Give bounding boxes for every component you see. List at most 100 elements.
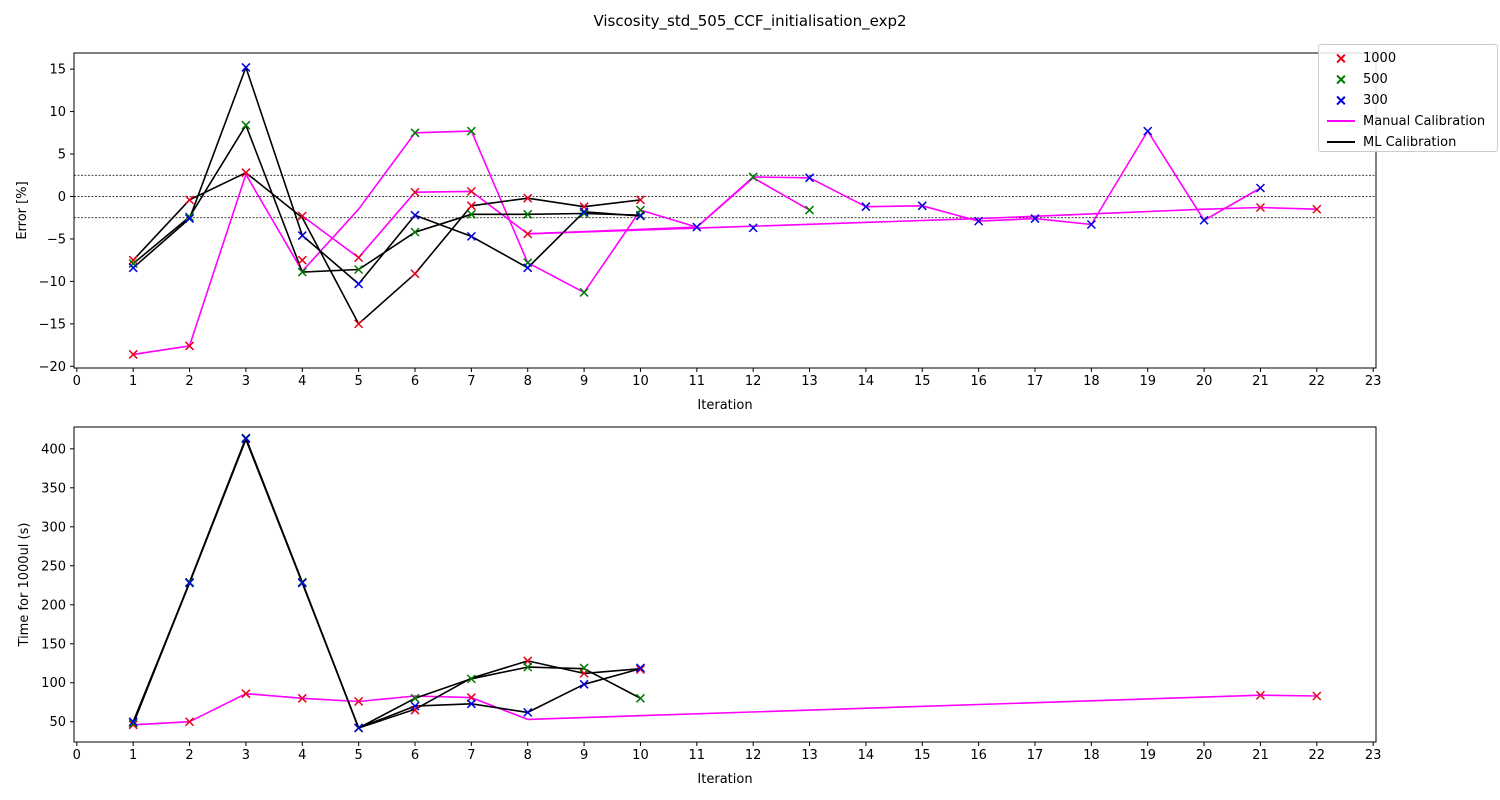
data-point [523, 662, 533, 672]
x-tick-label: 0 [73, 748, 81, 763]
y-tick-label: 0 [58, 190, 66, 205]
axes-frame [73, 52, 1377, 369]
x-tick-label: 7 [467, 748, 475, 763]
x-tick-label: 21 [1252, 748, 1269, 763]
data-point [466, 186, 476, 196]
x-tick-label: 3 [242, 748, 250, 763]
series-line [301, 130, 1205, 259]
data-point [635, 663, 645, 673]
y-tick-label: 50 [49, 715, 66, 730]
x-tick-label: 13 [801, 748, 818, 763]
data-point [128, 720, 138, 730]
x-tick-label: 12 [745, 748, 762, 763]
x-tick-label: 3 [242, 374, 250, 389]
series-line [132, 437, 641, 729]
x-tick-label: 10 [632, 748, 649, 763]
line-swatch-icon [1325, 111, 1355, 131]
data-point [354, 723, 364, 733]
data-point [410, 187, 420, 197]
data-point [523, 707, 533, 717]
data-point [185, 214, 195, 224]
data-point [1143, 126, 1153, 136]
x-tick-label: 18 [1083, 374, 1100, 389]
x-marker-icon [1325, 48, 1355, 68]
x-tick-label: 16 [970, 374, 987, 389]
x-tick-label: 15 [914, 374, 931, 389]
chart-panel-2: 0 1 2 3 4 5 6 7 8 9 10 11 12 13 14 15 16 17 18 19 20 21 22 2350… [17, 426, 1382, 787]
x-marker-icon [1325, 90, 1355, 110]
data-point [297, 578, 307, 588]
x-tick-label: 20 [1196, 748, 1213, 763]
data-point [128, 717, 138, 727]
x-tick-label: 6 [411, 374, 419, 389]
data-point [354, 264, 364, 275]
data-point [410, 227, 420, 237]
data-point [523, 263, 533, 273]
series-line [132, 124, 641, 273]
data-point [241, 168, 251, 178]
data-point [354, 279, 364, 289]
data-point [241, 62, 251, 72]
x-tick-label: 6 [411, 748, 419, 763]
y-tick-label: 350 [41, 481, 66, 496]
data-point [128, 718, 138, 728]
data-point [523, 193, 533, 203]
data-point [466, 231, 476, 241]
legend-label: 300 [1363, 92, 1388, 108]
x-tick-label: 20 [1196, 374, 1213, 389]
data-point [241, 120, 251, 130]
x-tick-label: 5 [354, 748, 362, 763]
y-axis-label: Error [%] [15, 181, 30, 239]
y-tick-label: 100 [41, 676, 66, 691]
x-tick-label: 11 [689, 374, 706, 389]
data-point [128, 259, 138, 269]
figure-title: Viscosity_std_505_CCF_initialisation_exp… [593, 12, 907, 30]
legend-item: 500 [1325, 69, 1388, 89]
x-axis-label: Iteration [697, 398, 752, 413]
series-line [132, 437, 641, 729]
x-tick-label: 18 [1083, 748, 1100, 763]
y-tick-label: −5 [47, 232, 66, 247]
data-point [128, 263, 138, 273]
data-point [466, 674, 476, 684]
data-point [410, 269, 420, 279]
data-point [185, 212, 195, 222]
x-tick-label: 23 [1365, 374, 1382, 389]
x-tick-label: 23 [1365, 748, 1382, 763]
x-tick-label: 8 [524, 748, 532, 763]
x-tick-label: 13 [801, 374, 818, 389]
legend-item: Manual Calibration [1325, 111, 1485, 131]
data-point [1255, 690, 1265, 700]
x-tick-label: 1 [129, 748, 137, 763]
series-line [132, 171, 641, 325]
series-line [527, 206, 1317, 235]
data-point [297, 231, 307, 241]
data-point [185, 341, 195, 351]
data-point [128, 349, 138, 359]
legend-label: ML Calibration [1363, 134, 1457, 150]
data-point [1086, 219, 1096, 230]
y-tick-label: −20 [39, 360, 66, 375]
x-tick-label: 12 [745, 374, 762, 389]
data-point [748, 223, 758, 233]
data-point [410, 210, 420, 220]
x-tick-label: 22 [1309, 374, 1326, 389]
data-point [635, 195, 645, 205]
data-point [523, 209, 533, 219]
data-point [185, 717, 195, 727]
series-line [132, 438, 641, 729]
y-tick-label: 400 [41, 442, 66, 457]
x-tick-label: 9 [580, 374, 588, 389]
data-point [692, 222, 702, 232]
x-tick-label: 8 [524, 374, 532, 389]
data-point [241, 434, 251, 444]
x-tick-label: 0 [73, 374, 81, 389]
x-axis-label: Iteration [697, 772, 752, 787]
legend-item: 300 [1325, 90, 1388, 110]
data-point [128, 255, 138, 265]
x-tick-label: 11 [689, 748, 706, 763]
chart-panel-1: 0 1 2 3 4 5 6 7 8 9 10 11 12 13 14 15 16 17 18 19 20 21 22 23−2… [15, 52, 1382, 413]
data-point [635, 693, 645, 703]
data-point [1255, 202, 1265, 213]
